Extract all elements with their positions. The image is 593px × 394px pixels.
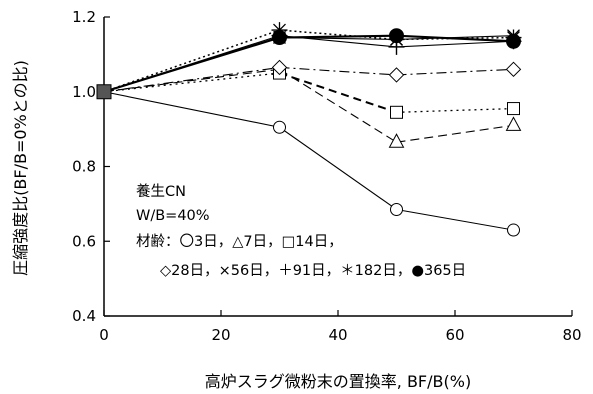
- x-tick-label: 20: [211, 326, 230, 344]
- series-4-segment: [279, 66, 397, 76]
- legend-line-2: W/B=40%: [136, 208, 210, 224]
- series-7-segment: [103, 29, 280, 93]
- series-1-point: [507, 223, 520, 237]
- series-3-segment: [279, 72, 397, 114]
- x-axis-title: 高炉スラグ微粉末の置換率, BF/B(%): [205, 372, 471, 391]
- series-4-segment: [103, 66, 280, 93]
- y-tick-label: 1.2: [72, 8, 96, 26]
- x-tick-label: 80: [562, 326, 581, 344]
- series-8-point: [272, 30, 287, 46]
- series-2-point: [388, 133, 405, 148]
- series-3-point: [390, 105, 403, 119]
- legend: 養生CN W/B=40% 材齢：〇3日，△7日，□14日， ◇28日，×56日，…: [136, 182, 466, 279]
- series-8-segment: [103, 36, 280, 93]
- series-1-point: [390, 202, 403, 216]
- origin-point: [96, 84, 112, 100]
- series-2-segment: [396, 124, 514, 143]
- series-8-segment: [279, 34, 397, 39]
- series-1-segment: [279, 126, 397, 210]
- series-8-segment: [396, 34, 514, 43]
- y-tick-label: 0.4: [72, 307, 96, 325]
- y-tick-label: 1.0: [72, 83, 96, 101]
- series-lines: [103, 29, 514, 231]
- legend-line-3: 材齢：〇3日，△7日，□14日，: [136, 233, 343, 250]
- series-8-point: [389, 28, 404, 44]
- series-3-point: [507, 102, 520, 116]
- axes: 0.4 0.6 0.8 1.0 1.2 0 20 40 60 80: [72, 8, 581, 344]
- series-1-point: [273, 120, 286, 134]
- series-3-segment: [396, 107, 514, 113]
- series-2-point: [505, 116, 522, 131]
- series-4-point: [271, 59, 288, 76]
- x-tick-label: 40: [328, 326, 347, 344]
- series-4-point: [505, 61, 522, 78]
- legend-line-1: 養生CN: [136, 182, 186, 200]
- series-4-segment: [396, 68, 514, 76]
- series-4-point: [388, 67, 405, 83]
- series-markers: [96, 22, 522, 237]
- x-tick-label: 60: [445, 326, 464, 344]
- legend-line-4: ◇28日，×56日，＋91日，＊182日，●365日: [160, 263, 466, 279]
- series-1-segment: [103, 91, 280, 128]
- x-tick-label: 0: [99, 326, 109, 344]
- series-1-segment: [396, 208, 514, 231]
- y-tick-label: 0.8: [72, 158, 96, 176]
- y-axis-title: 圧縮強度比(BF/B=0%との比): [11, 60, 30, 276]
- y-tick-label: 0.6: [72, 232, 96, 250]
- series-6-segment: [396, 40, 514, 48]
- series-8-point: [506, 33, 521, 49]
- series-3-segment: [103, 72, 280, 93]
- series-2-segment: [279, 68, 397, 143]
